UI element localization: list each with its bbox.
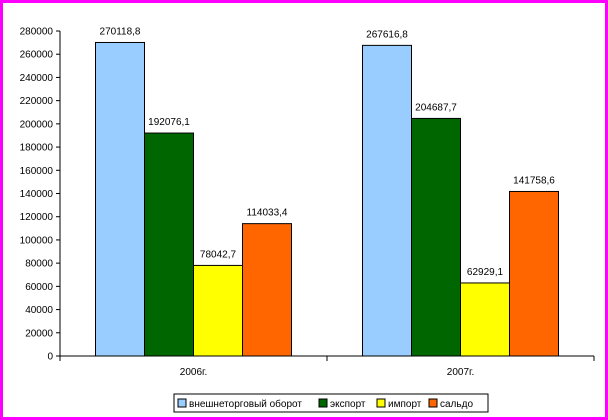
- bar-1-1: [95, 41, 145, 357]
- legend-swatch: [177, 398, 187, 408]
- y-tick-label: 260000: [20, 50, 54, 61]
- bar-4-2: [509, 190, 559, 357]
- legend-box: [173, 393, 489, 413]
- y-tick-label: 200000: [20, 119, 54, 130]
- bar-1-2: [362, 44, 412, 357]
- y-tick-label: 160000: [20, 166, 54, 177]
- data-label: 192076,1: [148, 117, 190, 128]
- y-tick-label: 140000: [20, 189, 54, 200]
- legend-label: импорт: [388, 399, 422, 410]
- legend-swatch: [376, 398, 386, 408]
- data-label: 141758,6: [513, 175, 555, 186]
- bar-3-2: [460, 282, 510, 357]
- data-label: 267616,8: [366, 29, 408, 40]
- x-axis: 2006г. 2007г.: [59, 355, 595, 378]
- y-tick-label: 40000: [25, 305, 53, 316]
- y-tick-label: 0: [47, 352, 53, 363]
- legend-label: внешнеторговый оборот: [189, 398, 302, 410]
- bars: 270118,8 192076,1 78042,7 114033,4 267616,8 2…: [95, 26, 559, 357]
- category-label: 2007г.: [447, 367, 474, 378]
- legend-swatch: [318, 398, 328, 408]
- y-tick-label: 60000: [25, 282, 53, 293]
- bar-3-1: [193, 264, 243, 357]
- y-tick-label: 180000: [20, 143, 54, 154]
- y-tick-label: 120000: [20, 212, 54, 223]
- legend-label: сальдо: [440, 399, 473, 410]
- data-label: 62929,1: [467, 267, 504, 278]
- bar-chart: 0 20000 40000 60000 80000 100000 120000 140000 1…: [20, 26, 595, 413]
- bar-2-2: [411, 117, 461, 357]
- y-tick-label: 280000: [20, 27, 54, 38]
- data-label: 78042,7: [200, 249, 237, 260]
- y-tick-label: 220000: [20, 96, 54, 107]
- y-tick-label: 100000: [20, 235, 54, 246]
- bar-4-1: [242, 223, 292, 357]
- bar-2-1: [144, 132, 194, 357]
- data-label: 114033,4: [247, 208, 288, 219]
- y-tick-label: 20000: [25, 328, 53, 339]
- y-axis: 0 20000 40000 60000 80000 100000 120000 140000 1…: [20, 27, 61, 363]
- legend-label: экспорт: [330, 399, 366, 410]
- data-label: 270118,8: [100, 26, 141, 37]
- y-tick-label: 80000: [25, 259, 53, 270]
- legend: внешнеторговый оборот экспорт импорт сальдо: [173, 393, 489, 413]
- y-tick-label: 240000: [20, 73, 54, 84]
- category-label: 2006г.: [180, 367, 207, 378]
- legend-swatch: [428, 398, 438, 408]
- data-label: 204687,7: [415, 102, 457, 113]
